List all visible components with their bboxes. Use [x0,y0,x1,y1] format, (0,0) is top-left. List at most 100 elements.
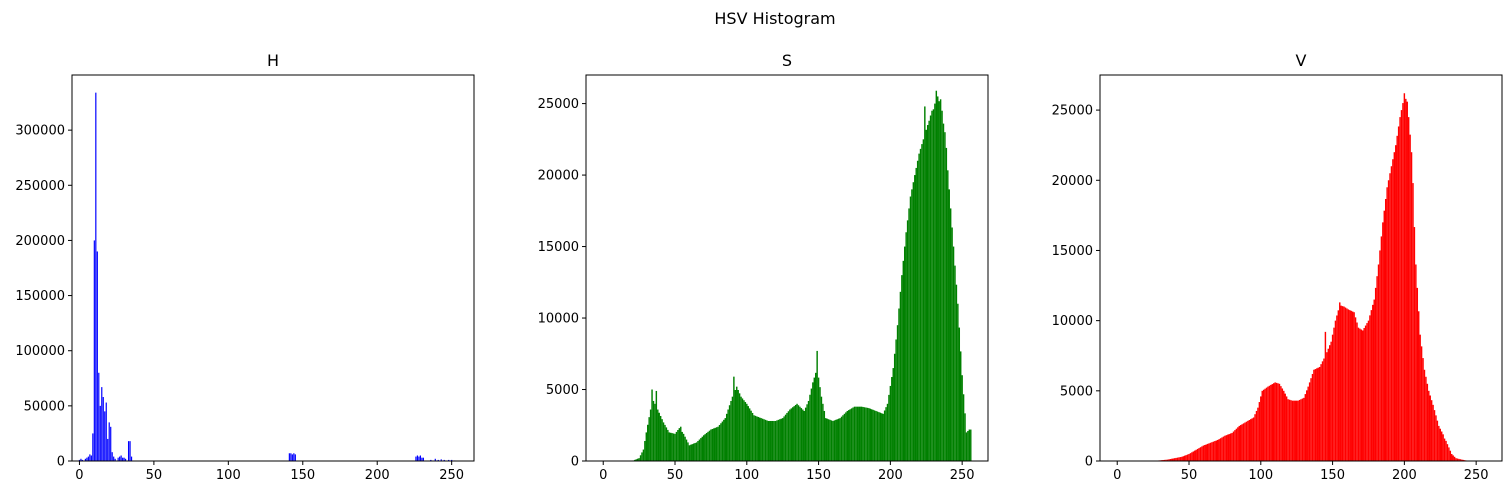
panel-s: 0 50 100 150 200 250 0 5000 10000 15000 20000 25000… [538,51,989,483]
histogram-bar [888,394,890,461]
histogram-bar [774,420,777,461]
histogram-bar [675,431,678,461]
histogram-bar [1367,320,1370,461]
x-tick-label: 150 [806,468,831,483]
histogram-bar [1344,307,1347,461]
histogram-bar [84,458,86,461]
histogram-bar [734,390,737,461]
histogram-bar [1229,433,1232,461]
figure-title: HSV Histogram [714,9,835,28]
histogram-bar [690,444,692,461]
histogram-bar [1409,134,1411,461]
x-tick-label: 0 [75,468,83,483]
histogram-bar [747,406,749,461]
histogram-bar [1459,459,1462,461]
histogram-bar [1232,431,1235,461]
histogram-bar [421,457,423,461]
histogram-bar [754,415,757,461]
histogram-bar [654,403,656,461]
histogram-bar [955,284,958,461]
histogram-bar [93,240,95,461]
histogram-bar [1280,386,1282,461]
histogram-bar [430,459,432,461]
x-tick-label: 250 [950,468,975,483]
histogram-bar [1382,222,1384,461]
histogram-bar [885,407,887,461]
histogram-bar [662,422,665,461]
histogram-bar [919,148,922,462]
histogram-bar [78,459,81,461]
histogram-bar [1257,407,1259,461]
histogram-bar [290,453,292,461]
histogram-bar [858,406,860,461]
histogram-bar [1445,440,1447,461]
histogram-bar [815,372,817,461]
histogram-bar [1274,382,1276,461]
histogram-bar [125,458,127,461]
histogram-bar [1169,459,1172,461]
histogram-bar [1294,400,1296,461]
y-tick-label: 25000 [1052,104,1093,119]
histogram-bar [1241,424,1243,461]
histogram-bar [800,408,803,461]
histogram-bar [1435,415,1437,461]
histogram-bar [1196,448,1199,461]
histogram-bar [883,410,886,461]
histogram-bar [948,189,950,461]
histogram-bar [1235,428,1238,461]
histogram-bar [770,420,772,461]
histogram-bar [678,428,681,461]
histogram-bar [817,377,820,461]
histogram-bar [1278,383,1281,461]
histogram-bar [935,90,938,461]
histogram-bar [902,260,905,461]
histogram-bar [1331,334,1334,461]
histogram-bar [905,232,907,461]
histogram-bar [951,227,953,461]
histogram-bar [1433,410,1436,461]
histogram-bar [1242,423,1245,461]
histogram-bar [889,385,892,461]
histogram-bar [1255,410,1258,461]
histogram-bar [1402,103,1404,461]
histogram-bars [78,92,456,462]
histogram-bar [810,388,813,461]
histogram-bar [1360,329,1363,461]
histogram-bar [779,419,781,461]
histogram-bar [845,412,847,461]
histogram-bar [96,251,98,461]
histogram-bar [644,440,646,461]
histogram-bar [1413,227,1416,461]
histogram-bar [107,438,109,461]
histogram-bar [753,415,755,461]
histogram-bar [1260,396,1262,461]
x-tick-label: 250 [1464,468,1489,483]
histogram-bar [1387,180,1390,461]
histogram-bar [787,411,790,461]
histogram-bar [886,403,889,461]
histogram-bar [1320,364,1322,461]
histogram-bar [1318,366,1321,461]
histogram-bar [862,406,864,461]
histogram-bar [829,419,831,461]
x-tick-label: 100 [1248,468,1273,483]
histogram-bar [1341,306,1344,461]
histogram-bar [746,403,748,461]
histogram-bar [1172,458,1174,461]
histogram-bar [1347,309,1350,461]
y-tick-label: 5000 [1060,384,1093,399]
histogram-bar [918,153,920,461]
histogram-bar [123,457,125,461]
histogram-bar [1392,159,1394,461]
histogram-bar [99,405,101,461]
histogram-bar [698,439,701,461]
histogram-bar [1330,341,1332,461]
histogram-bar [1362,330,1364,461]
histogram-bar [1376,276,1378,461]
histogram-bar [1323,358,1325,461]
histogram-bar [1300,399,1302,461]
x-tick-label: 100 [734,468,759,483]
histogram-bar [1442,434,1444,461]
histogram-bar [786,412,788,461]
histogram-bar [655,390,658,461]
